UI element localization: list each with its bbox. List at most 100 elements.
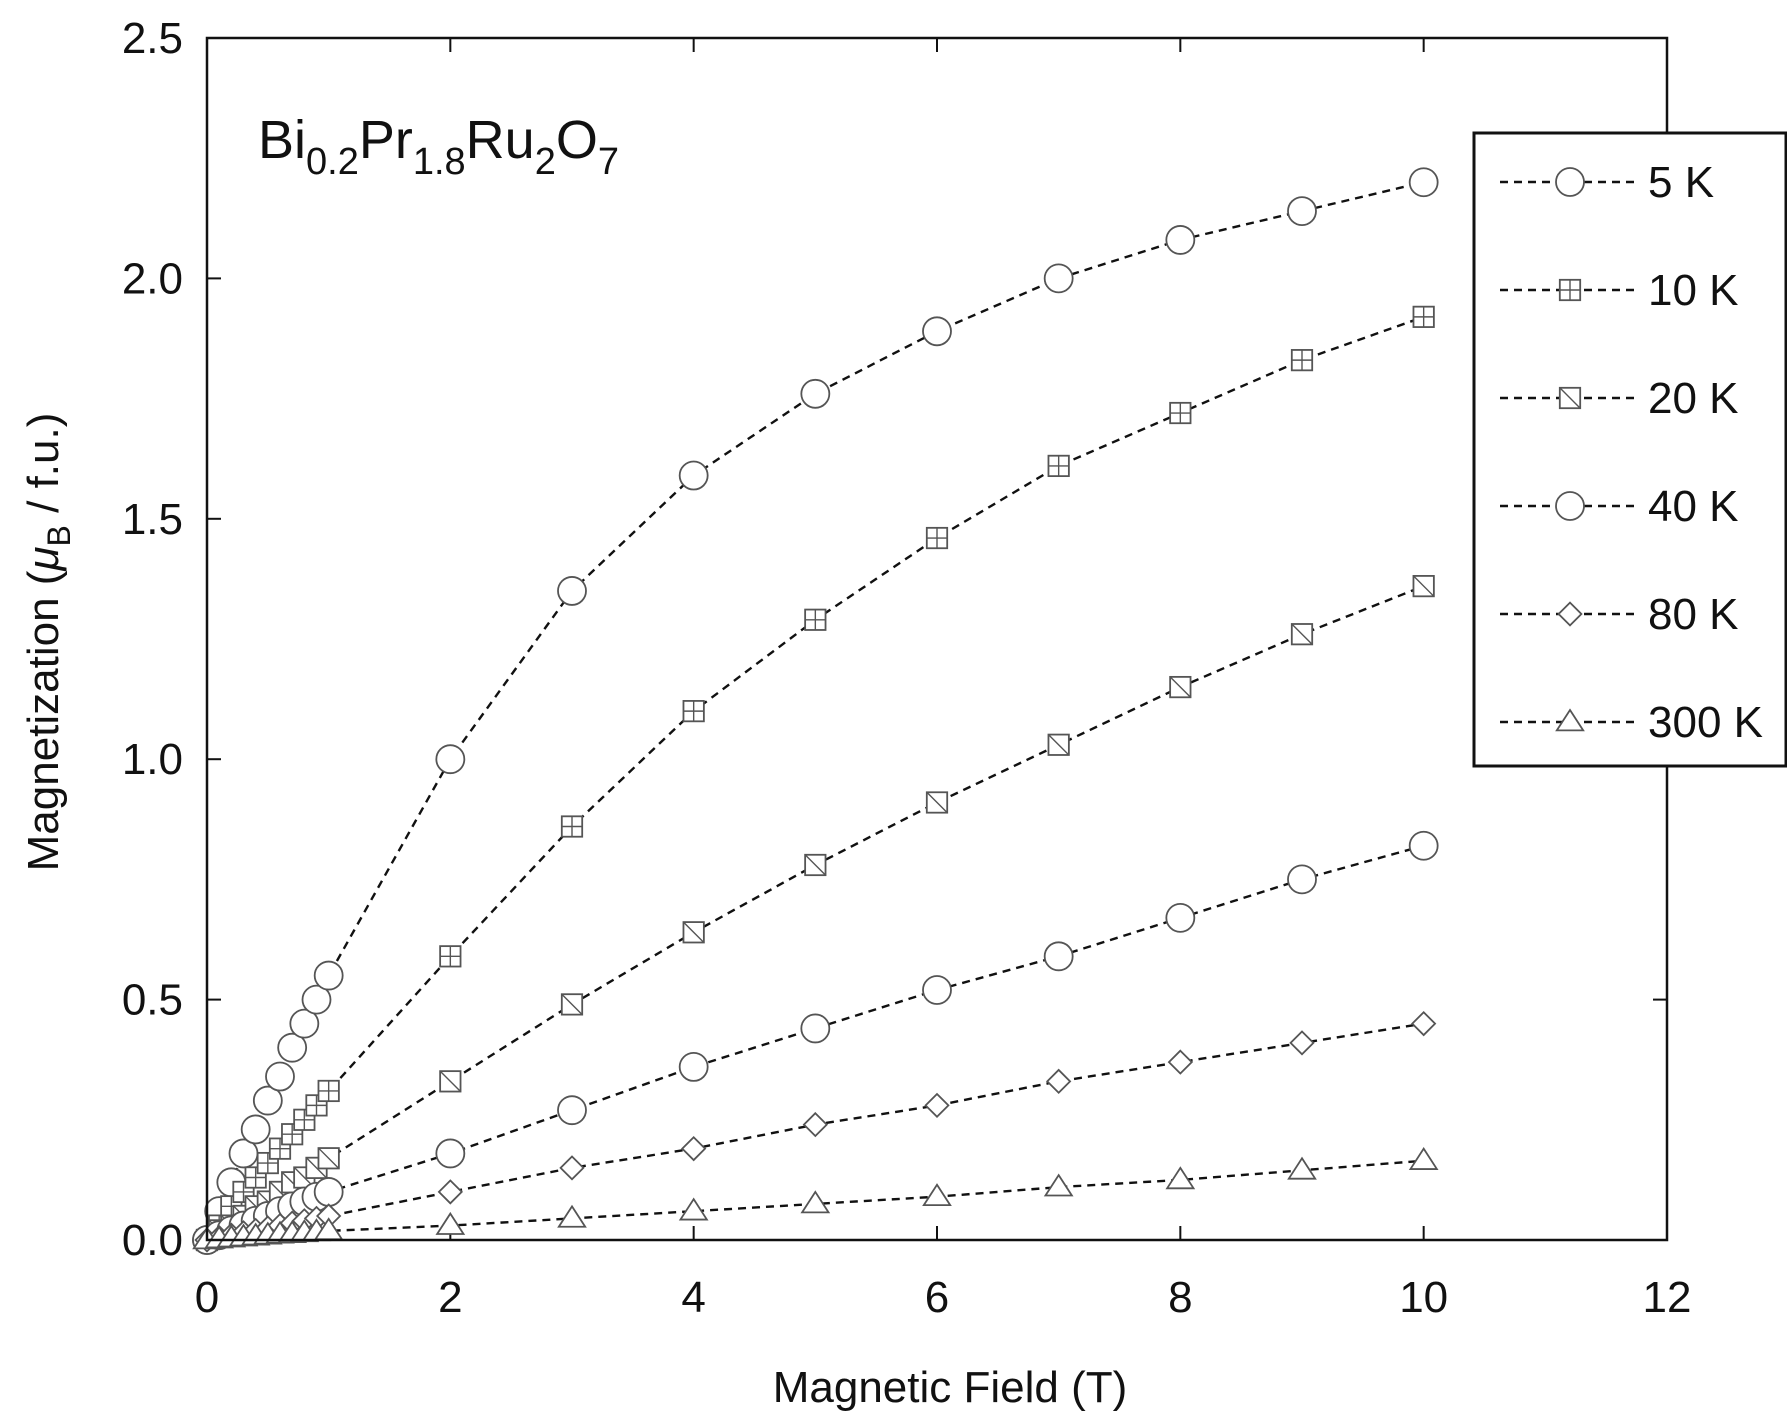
data-point	[1287, 864, 1317, 895]
legend-marker	[1555, 708, 1585, 732]
data-point	[1043, 263, 1074, 294]
series-5-k	[192, 167, 1439, 1255]
data-point	[1408, 830, 1439, 861]
data-point	[317, 1147, 340, 1170]
axis-ticks	[206, 37, 1668, 1241]
data-point	[435, 1138, 466, 1169]
compound-part-7: 7	[598, 141, 619, 183]
data-point	[802, 1111, 829, 1138]
y-tick-label: 1.5	[122, 495, 183, 544]
data-point	[678, 1052, 709, 1082]
y-axis-title-suffix: / f.u.)	[19, 413, 68, 525]
data-point	[435, 744, 466, 775]
legend-item: 20 K	[1500, 374, 1739, 423]
data-point	[557, 1095, 587, 1126]
data-point	[922, 1183, 952, 1207]
data-point	[925, 791, 949, 814]
y-tick-label: 2.0	[122, 254, 183, 303]
compound-part-4: Ru	[466, 110, 535, 170]
y-axis-title-prefix: Magnetization (	[19, 570, 68, 871]
data-point	[439, 945, 462, 968]
data-point	[678, 1197, 709, 1221]
data-point	[1290, 623, 1314, 646]
x-axis-title: Magnetic Field (T)	[773, 1363, 1128, 1412]
data-point	[804, 853, 827, 877]
legend-label: 300 K	[1648, 698, 1763, 747]
data-point	[680, 1135, 707, 1162]
data-point	[1412, 305, 1435, 328]
data-point	[301, 984, 332, 1015]
x-tick-label: 4	[681, 1273, 705, 1322]
series-20-k	[195, 575, 1435, 1252]
x-tick-label: 12	[1643, 1273, 1692, 1322]
data-point	[435, 1211, 466, 1235]
legend-marker	[1557, 601, 1583, 627]
y-tick-label: 2.5	[122, 14, 183, 63]
data-point	[682, 921, 705, 944]
legend-item: 80 K	[1500, 590, 1739, 639]
y-axis-title: Magnetization (μB / f.u.)	[19, 413, 77, 872]
legend-item: 5 K	[1500, 158, 1714, 207]
data-point	[277, 1032, 308, 1063]
data-point	[922, 975, 952, 1005]
legend-marker	[1555, 167, 1585, 197]
compound-label: Bi0.2Pr1.8Ru2O7	[258, 110, 619, 183]
legend-marker	[1555, 491, 1585, 521]
data-point	[1287, 196, 1317, 226]
data-point	[313, 1177, 344, 1207]
data-point	[1289, 1030, 1315, 1056]
series-line	[205, 181, 1424, 1241]
plot-frame	[205, 36, 1669, 1242]
data-point	[1412, 575, 1435, 598]
data-point	[800, 1013, 831, 1044]
legend-item: 300 K	[1500, 698, 1763, 747]
data-point	[1169, 675, 1192, 699]
tick-labels: 0 2 4 6 8 10 12 0.0 0.5 1.0 1.5 2.0 2.5	[122, 14, 1692, 1322]
compound-part-0: Bi	[258, 110, 306, 170]
x-tick-label: 6	[925, 1273, 949, 1322]
data-point	[559, 1155, 585, 1181]
data-point	[240, 1114, 271, 1145]
data-point	[1045, 1068, 1072, 1095]
data-point	[557, 576, 587, 606]
series-line	[206, 584, 1425, 1241]
data-point	[678, 460, 709, 491]
legend-label: 10 K	[1648, 266, 1739, 315]
legend-box	[1472, 131, 1787, 768]
series-line	[206, 315, 1425, 1241]
y-axis-title-sub: B	[41, 525, 77, 546]
data-point	[1287, 1156, 1317, 1180]
data-point	[1047, 733, 1070, 756]
data-point	[1043, 1173, 1074, 1197]
data-point	[437, 1179, 464, 1205]
data-point	[1408, 1147, 1439, 1170]
x-tick-label: 2	[438, 1273, 462, 1322]
data-point	[800, 1190, 831, 1214]
legend-items: 5 K 10 K 20 K 40 K 80 K 300 K	[1500, 158, 1763, 747]
x-tick-label: 8	[1168, 1273, 1192, 1322]
compound-part-3: 1.8	[413, 141, 466, 183]
data-point	[560, 815, 584, 838]
y-axis-title-mu: μ	[19, 546, 68, 571]
data-point	[1290, 349, 1314, 372]
legend-label: 5 K	[1648, 158, 1714, 207]
x-tick-label: 10	[1399, 1273, 1448, 1322]
series-10-k	[195, 305, 1435, 1252]
y-tick-label: 0.5	[122, 976, 183, 1025]
data-point	[1169, 401, 1192, 425]
legend-label: 40 K	[1648, 482, 1739, 531]
data-point	[252, 1085, 283, 1116]
data-point	[313, 960, 344, 991]
y-tick-label: 1.0	[122, 735, 183, 784]
data-point	[289, 1008, 320, 1039]
data-point	[1410, 1010, 1437, 1037]
data-point	[1167, 1049, 1194, 1075]
x-tick-label: 0	[195, 1273, 219, 1322]
compound-part-6: O	[556, 110, 598, 170]
data-point	[1165, 225, 1196, 255]
data-point	[1043, 941, 1074, 972]
legend-item: 10 K	[1500, 266, 1739, 315]
legend-label: 80 K	[1648, 590, 1739, 639]
data-point	[439, 1070, 462, 1093]
data-point	[557, 1204, 587, 1228]
